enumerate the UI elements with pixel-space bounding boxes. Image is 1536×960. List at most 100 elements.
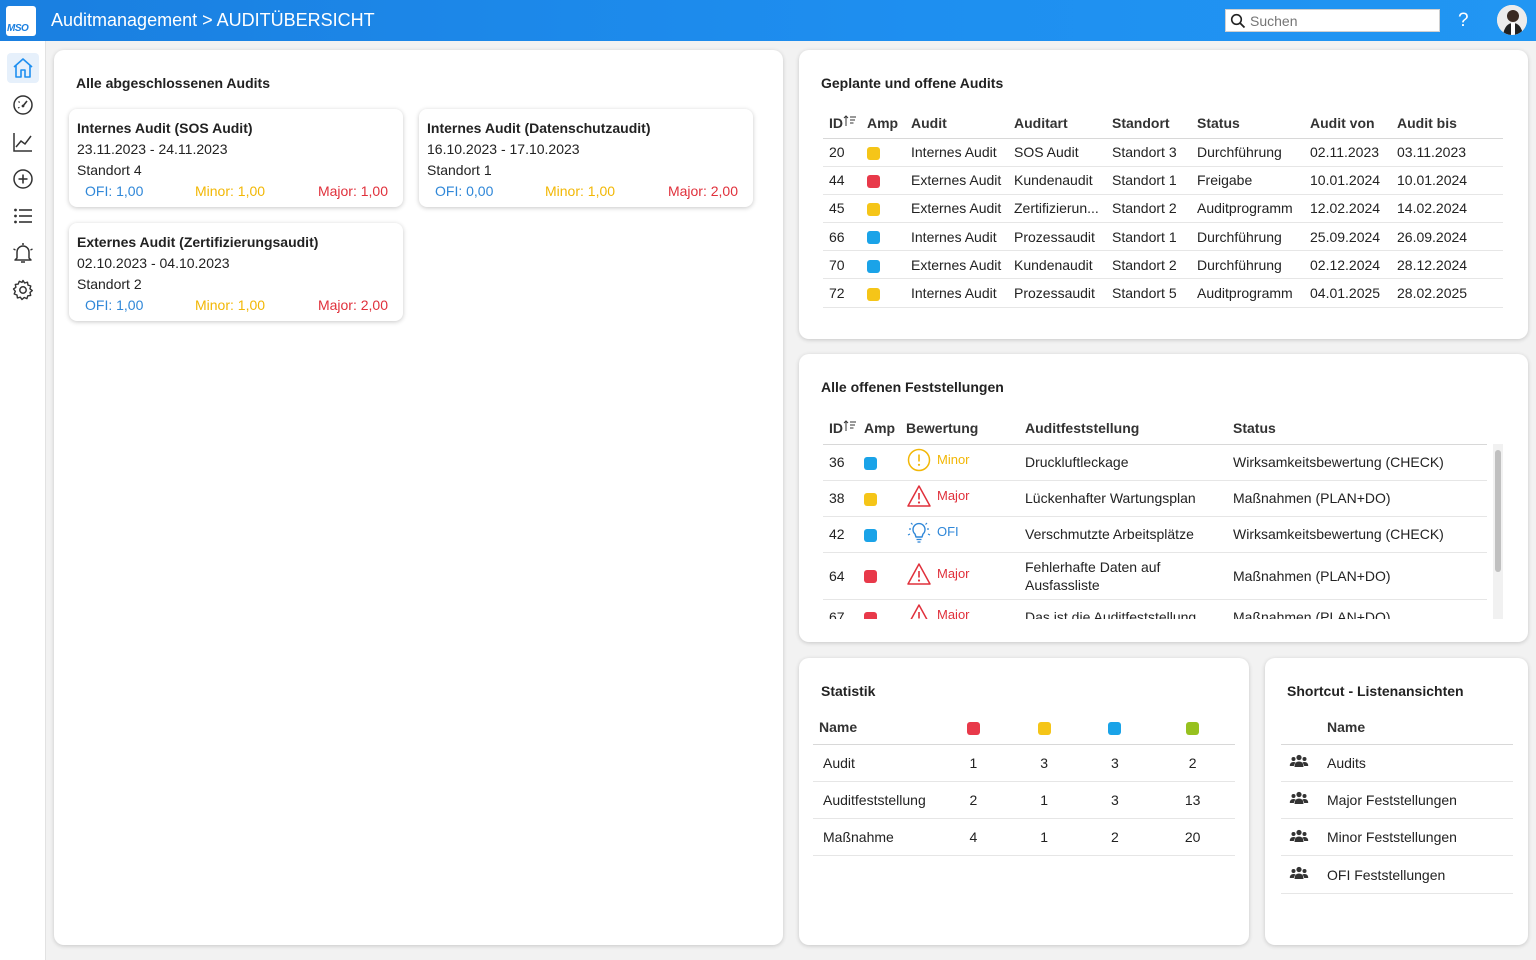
cell-audit-bis: 03.11.2023 — [1391, 138, 1503, 167]
column-header-id[interactable]: ID — [823, 412, 858, 445]
sidebar-item-home[interactable] — [7, 53, 39, 83]
sort-icon — [843, 115, 856, 126]
column-header-audit[interactable]: Audit — [905, 108, 1008, 139]
column-header-audit-von[interactable]: Audit von — [1304, 108, 1391, 139]
ofi-lightbulb-icon — [907, 522, 931, 543]
cell-name: Audit — [813, 744, 938, 782]
search-input[interactable] — [1250, 12, 1435, 30]
table-row[interactable]: 70 Externes Audit Kundenaudit Standort 2 Dur… — [823, 250, 1503, 280]
mso-logo[interactable]: MSO — [6, 6, 36, 36]
cell-audit-von: 02.11.2023 — [1304, 138, 1391, 167]
cell-amp — [858, 599, 900, 619]
shortcut-item[interactable]: Audits — [1281, 744, 1513, 782]
audit-card-title: Externes Audit (Zertifizierungsaudit) — [77, 234, 319, 250]
cell-status: Durchführung — [1191, 250, 1304, 280]
column-header-amp[interactable]: Amp — [858, 412, 900, 445]
cell-count-blue: 2 — [1079, 818, 1151, 857]
search-box[interactable] — [1225, 9, 1440, 32]
sidebar-item-charts[interactable] — [7, 127, 39, 157]
shortcut-item[interactable]: Minor Feststellungen — [1281, 818, 1513, 857]
column-header-status[interactable]: Status — [1191, 108, 1304, 139]
planned-audits-table: ID Amp Audit Auditart Standort Status Au… — [823, 108, 1503, 308]
audit-card[interactable]: Internes Audit (Datenschutzaudit) 16.10.… — [419, 109, 753, 207]
search-icon — [1230, 13, 1246, 29]
cell-id: 44 — [823, 166, 861, 195]
avatar[interactable] — [1497, 5, 1527, 35]
scrollbar-thumb[interactable] — [1495, 450, 1501, 572]
line-chart-icon — [13, 133, 32, 152]
cell-auditart: Prozessaudit — [1008, 222, 1106, 252]
sidebar-item-settings[interactable] — [7, 275, 39, 305]
help-button[interactable]: ? — [1458, 10, 1469, 31]
table-row[interactable]: 42 OFI Verschmutzte Arbeitsplätze Wirksamke… — [823, 516, 1487, 553]
table-row[interactable]: 66 Internes Audit Prozessaudit Standort 1 Du… — [823, 222, 1503, 252]
cell-count-yellow: 1 — [1008, 781, 1080, 820]
cell-status: Wirksamkeitsbewertung (CHECK) — [1227, 444, 1487, 481]
cell-audit-von: 25.09.2024 — [1304, 222, 1391, 252]
column-header-label: ID — [829, 419, 843, 436]
sidebar-item-add[interactable] — [7, 164, 39, 194]
cell-id: 38 — [823, 480, 858, 517]
minor-exclamation-icon — [907, 448, 931, 472]
sidebar-item-notifications[interactable] — [7, 238, 39, 268]
column-header-id[interactable]: ID — [823, 108, 861, 139]
column-header-auditfeststellung[interactable]: Auditfeststellung — [1019, 412, 1227, 445]
table-row[interactable]: 67 Major Das ist die Auditfeststellung Maßn… — [823, 599, 1487, 619]
audit-card-ofi: OFI: 1,00 — [85, 297, 144, 313]
cell-standort: Standort 2 — [1106, 194, 1191, 224]
column-header-bewertung[interactable]: Bewertung — [900, 412, 1019, 445]
column-header-status[interactable]: Status — [1227, 412, 1487, 445]
table-row[interactable]: 45 Externes Audit Zertifizierun... Standort… — [823, 194, 1503, 224]
cell-id: 36 — [823, 444, 858, 481]
scrollbar[interactable] — [1493, 444, 1503, 619]
breadcrumb[interactable]: Auditmanagement > AUDITÜBERSICHT — [51, 10, 375, 30]
audit-card-location: Standort 2 — [77, 276, 142, 292]
column-header-auditart[interactable]: Auditart — [1008, 108, 1106, 139]
statistik-table: Name Audit 1 3 3 2 Auditfeststellung 2 1 3 13 Maßn… — [813, 710, 1235, 857]
users-group-icon — [1289, 829, 1309, 842]
cell-audit-von: 02.12.2024 — [1304, 250, 1391, 280]
column-header-standort[interactable]: Standort — [1106, 108, 1191, 139]
column-header-amp[interactable]: Amp — [861, 108, 905, 139]
audit-card-major: Major: 2,00 — [317, 297, 388, 313]
table-row[interactable]: 44 Externes Audit Kundenaudit Standort 1 Fre… — [823, 166, 1503, 195]
cell-audit-von: 10.01.2024 — [1304, 166, 1391, 195]
open-findings-title: Alle offenen Feststellungen — [821, 379, 1004, 395]
red-status-dot — [864, 611, 877, 619]
blue-status-dot — [864, 456, 877, 470]
findings-scroll-area[interactable]: ID Amp Bewertung Auditfeststellung Statu… — [823, 412, 1503, 619]
cell-status: Wirksamkeitsbewertung (CHECK) — [1227, 516, 1487, 553]
audit-card[interactable]: Externes Audit (Zertifizierungsaudit) 02… — [69, 223, 403, 321]
table-row[interactable]: 20 Internes Audit SOS Audit Standort 3 Durch… — [823, 138, 1503, 167]
sidebar-item-dashboard[interactable] — [7, 90, 39, 120]
column-header-yellow — [1008, 710, 1080, 745]
shortcut-item[interactable]: OFI Feststellungen — [1281, 855, 1513, 894]
blue-status-dot — [1108, 721, 1122, 735]
cell-count-blue: 3 — [1079, 744, 1151, 782]
cell-standort: Standort 3 — [1106, 138, 1191, 167]
table-row[interactable]: 36 Minor Druckluftleckage Wirksamkeitsbewer… — [823, 444, 1487, 481]
column-header-audit-bis[interactable]: Audit bis — [1391, 108, 1503, 139]
rating-badge: Major — [906, 562, 970, 586]
statistik-panel: Statistik Name Audit 1 3 3 2 Auditfeststellun… — [799, 658, 1249, 945]
audit-card[interactable]: Internes Audit (SOS Audit) 23.11.2023 - … — [69, 109, 403, 207]
cell-count-red: 2 — [938, 781, 1009, 820]
audit-card-dates: 02.10.2023 - 04.10.2023 — [77, 255, 230, 271]
cell-name: Maßnahme — [813, 818, 938, 857]
cell-amp — [858, 552, 900, 600]
cell-auditart: Kundenaudit — [1008, 166, 1106, 195]
audit-card-location: Standort 4 — [77, 162, 142, 178]
bell-icon — [13, 243, 33, 263]
table-row[interactable]: 38 Major Lückenhafter Wartungsplan Maßnahme… — [823, 480, 1487, 517]
rating-label: Minor — [937, 452, 970, 467]
blue-status-dot — [867, 231, 880, 245]
shortcut-item[interactable]: Major Feststellungen — [1281, 781, 1513, 820]
sidebar-item-list[interactable] — [7, 201, 39, 231]
audit-card-major: Major: 2,00 — [667, 183, 738, 199]
rating-badge: Minor — [906, 448, 970, 472]
cell-count-red: 4 — [938, 818, 1009, 857]
cell-count-blue: 3 — [1079, 781, 1151, 820]
table-row[interactable]: 64 Major Fehlerhafte Daten auf Ausfasslist… — [823, 552, 1487, 600]
cell-auditfeststellung: Lückenhafter Wartungsplan — [1019, 480, 1227, 517]
table-row[interactable]: 72 Internes Audit Prozessaudit Standort 5 Au… — [823, 278, 1503, 308]
